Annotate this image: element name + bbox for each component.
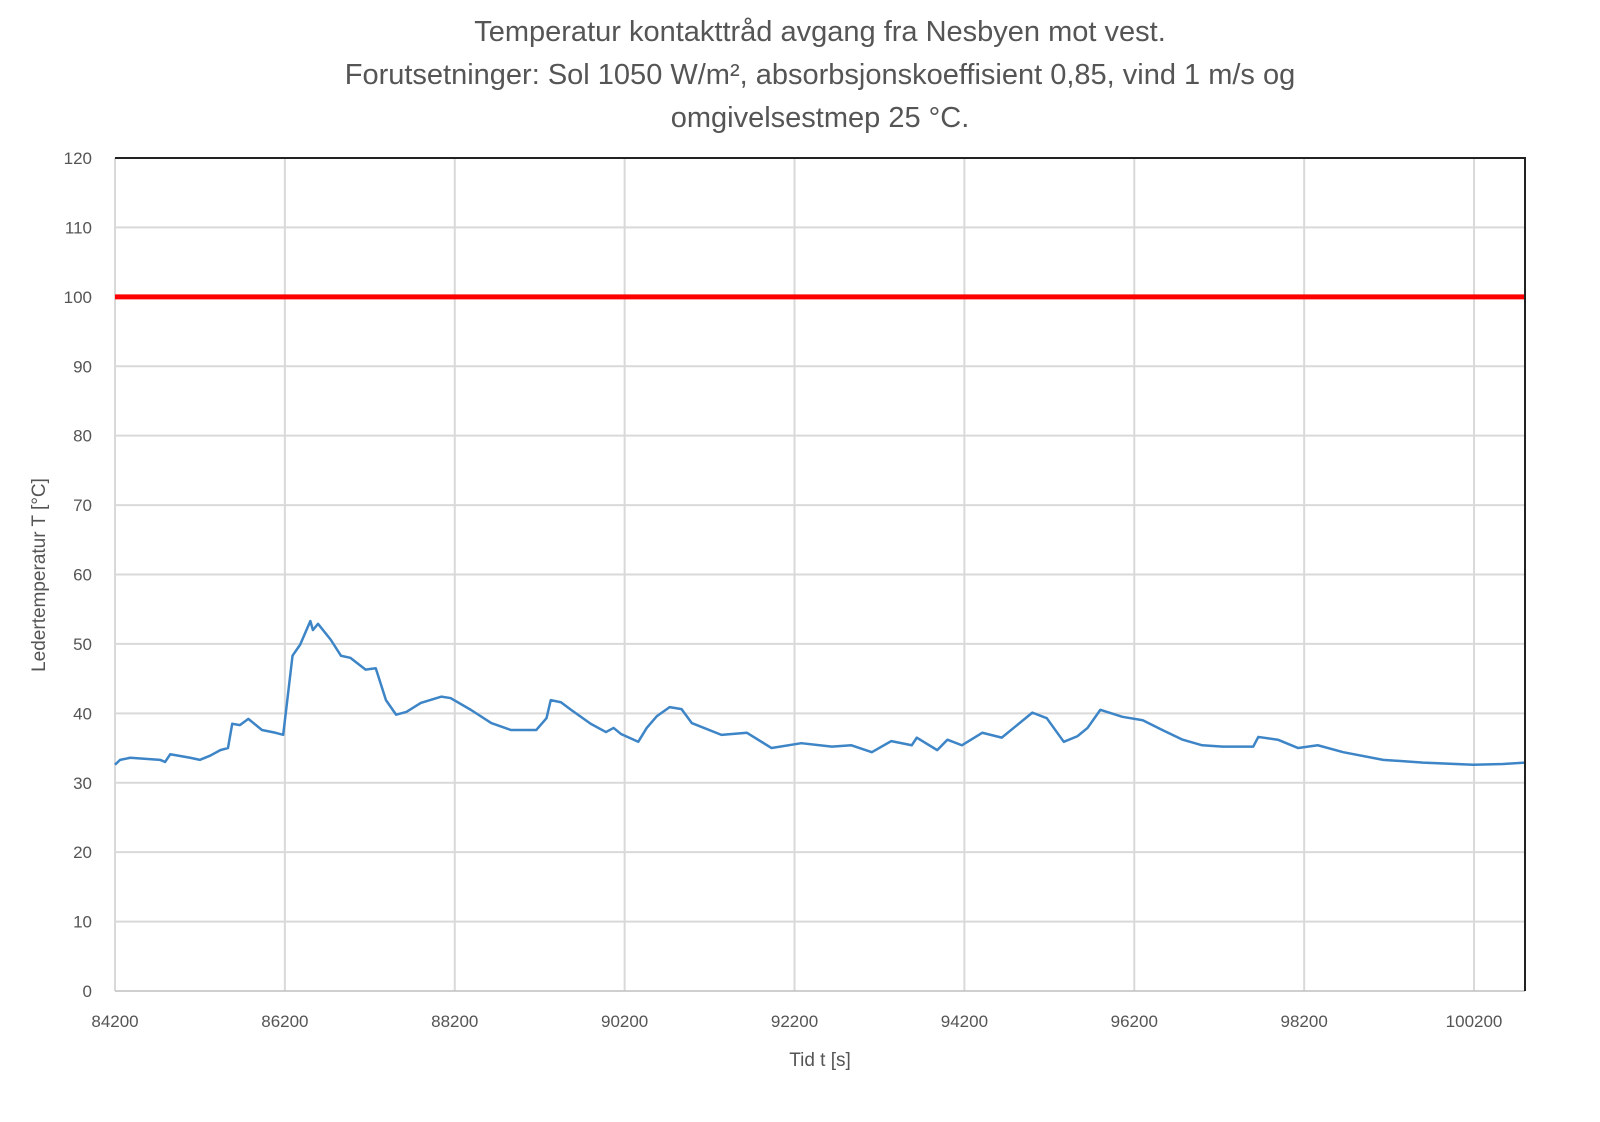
x-tick-label: 98200 xyxy=(1281,1012,1328,1031)
x-tick-label: 84200 xyxy=(91,1012,138,1031)
x-tick-label: 88200 xyxy=(431,1012,478,1031)
x-tick-label: 96200 xyxy=(1111,1012,1158,1031)
chart-title-line-3: omgivelsestmep 25 °C. xyxy=(670,102,970,134)
x-tick-label: 92200 xyxy=(771,1012,818,1031)
y-tick-label: 110 xyxy=(65,218,92,237)
y-tick-label: 30 xyxy=(73,774,92,793)
y-tick-label: 90 xyxy=(73,357,92,376)
y-axis-label: Ledertemperatur T [°C] xyxy=(29,478,50,672)
y-tick-label: 20 xyxy=(73,843,92,862)
y-tick-label: 10 xyxy=(73,913,92,932)
y-tick-label: 0 xyxy=(83,982,92,1001)
chart-title-line-2: Forutsetninger: Sol 1050 W/m², absorbsjo… xyxy=(344,59,1296,91)
y-tick-label: 40 xyxy=(73,704,92,723)
x-tick-label: 94200 xyxy=(941,1012,988,1031)
y-tick-label: 60 xyxy=(73,566,92,585)
chart-title-line-1: Temperatur kontakttråd avgang fra Nesbye… xyxy=(474,16,1166,48)
y-tick-label: 50 xyxy=(73,635,92,654)
y-tick-label: 80 xyxy=(73,427,92,446)
x-tick-label: 90200 xyxy=(601,1012,648,1031)
x-axis-label: Tid t [s] xyxy=(789,1050,851,1071)
x-tick-label: 86200 xyxy=(261,1012,308,1031)
y-tick-label: 70 xyxy=(73,496,92,515)
series-line xyxy=(114,619,1526,766)
y-tick-label: 120 xyxy=(64,149,92,168)
x-tick-label: 100200 xyxy=(1446,1012,1503,1031)
y-tick-label: 100 xyxy=(64,288,92,307)
